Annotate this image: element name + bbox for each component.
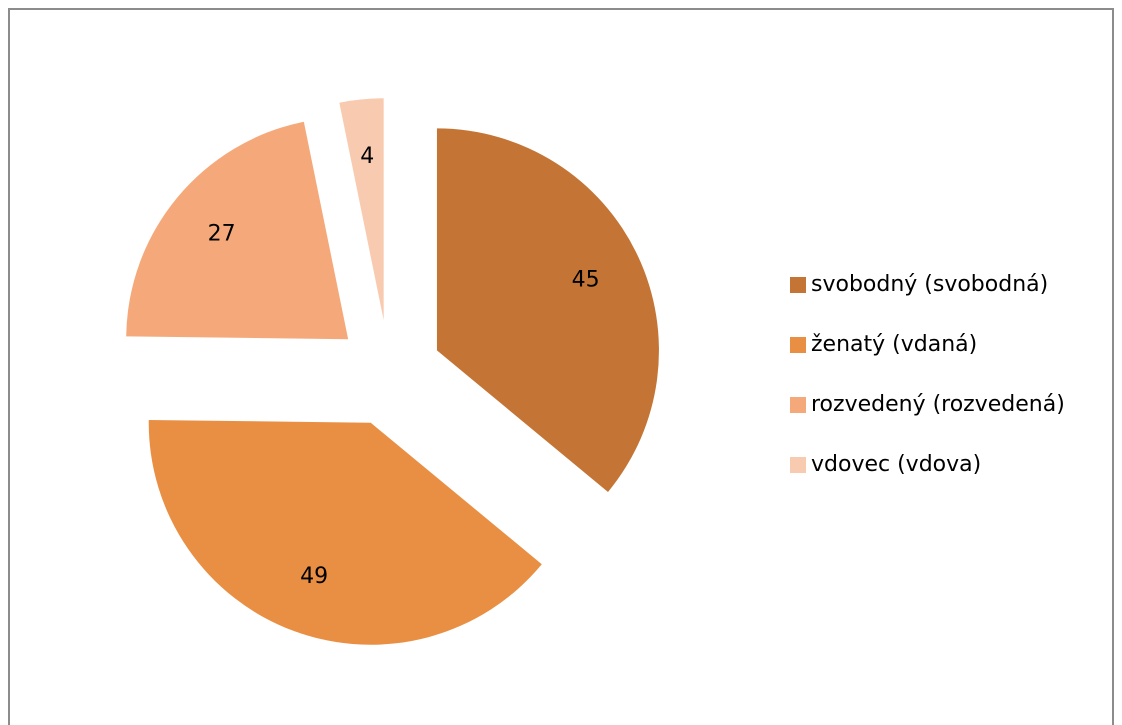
pie-slice [126, 121, 349, 340]
pie-slice [436, 128, 659, 492]
legend-swatch [790, 457, 806, 473]
data-label: 27 [208, 222, 236, 247]
legend-label: svobodný (svobodná) [811, 272, 1048, 297]
data-label: 4 [360, 144, 374, 169]
legend-label: rozvedený (rozvedená) [811, 392, 1065, 417]
legend-swatch [790, 397, 806, 413]
pie-slice [148, 419, 542, 645]
legend-label: vdovec (vdova) [811, 452, 981, 477]
legend-label: ženatý (vdaná) [811, 332, 977, 357]
legend-swatch [790, 277, 806, 293]
data-label: 49 [300, 564, 328, 589]
legend-swatch [790, 337, 806, 353]
pie-slice [339, 98, 384, 321]
data-label: 45 [572, 267, 600, 292]
